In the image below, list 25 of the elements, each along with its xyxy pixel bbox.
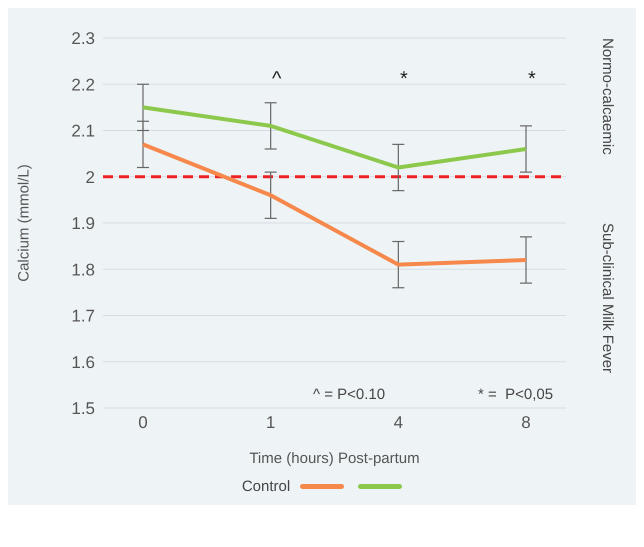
- y-tick-label: 1.6: [71, 352, 95, 372]
- annotation: *: [400, 68, 408, 91]
- y-tick-label: 2.1: [71, 122, 95, 141]
- x-tick-label: 8: [521, 413, 531, 432]
- y-tick-label: 1.5: [71, 399, 95, 418]
- legend-label: Control: [242, 478, 290, 495]
- text: Sub-clinical Milk Fever: [599, 223, 616, 374]
- x-tick-label: 0: [138, 413, 148, 432]
- x-axis-title: Time (hours) Post-partum: [249, 450, 420, 467]
- line-series: [141, 105, 528, 170]
- annotation: ^ = P<0.10: [313, 386, 386, 403]
- annotation: *: [528, 68, 536, 91]
- x-tick-label: 4: [394, 413, 404, 432]
- annotation: * = P<0,05: [478, 386, 554, 403]
- y-tick-label: 1.8: [71, 260, 95, 280]
- line-series: [141, 142, 528, 267]
- y-tick-label: 1.7: [71, 306, 95, 326]
- annotation: ^: [272, 68, 282, 91]
- y-tick-label: 1.9: [71, 214, 95, 234]
- y-tick-label: 2.2: [71, 75, 95, 94]
- text: Normo-calcaemic: [599, 38, 616, 155]
- x-tick-label: 1: [266, 413, 276, 432]
- y-tick-label: 2.3: [71, 29, 95, 48]
- y-axis-title: Calcium (mmol/L): [15, 164, 32, 282]
- y-tick-label: 2: [86, 168, 95, 187]
